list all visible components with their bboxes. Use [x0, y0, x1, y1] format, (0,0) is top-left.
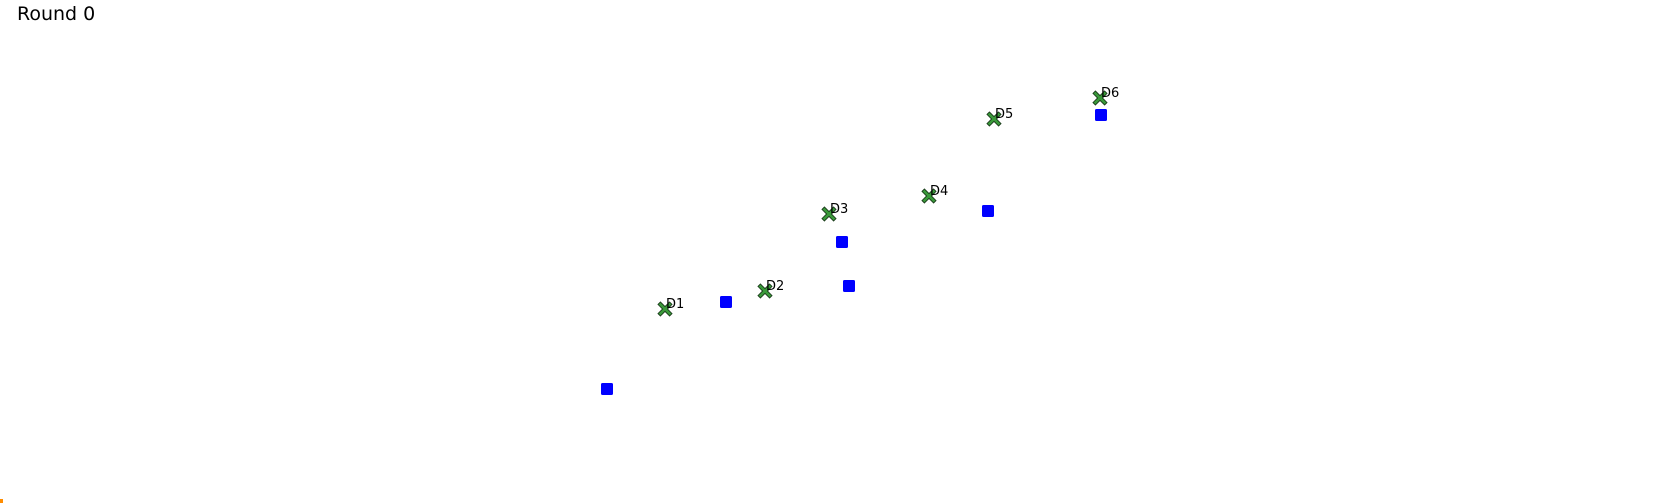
point-label-d4: D4	[930, 184, 948, 199]
point-label-d3: D3	[830, 202, 848, 217]
point-label-d1: D1	[666, 297, 684, 312]
square-point-2	[720, 296, 732, 308]
square-point-5	[982, 205, 994, 217]
x-point-d3	[821, 206, 837, 222]
square-point-6	[1095, 109, 1107, 121]
plot-marks: D1 D2 D3 D4 D5 D6	[601, 86, 1119, 395]
square-point-3	[836, 236, 848, 248]
x-point-d6	[1092, 90, 1108, 106]
corner-tick	[0, 499, 3, 503]
point-label-d2: D2	[766, 279, 784, 294]
x-point-d2	[757, 283, 773, 299]
x-point-d5	[986, 111, 1002, 127]
square-point-1	[601, 383, 613, 395]
square-point-4	[843, 280, 855, 292]
point-label-d5: D5	[995, 107, 1013, 122]
point-label-d6: D6	[1101, 86, 1119, 101]
chart-title: Round 0	[17, 3, 95, 25]
x-point-d1	[657, 301, 673, 317]
x-point-d4	[921, 188, 937, 204]
